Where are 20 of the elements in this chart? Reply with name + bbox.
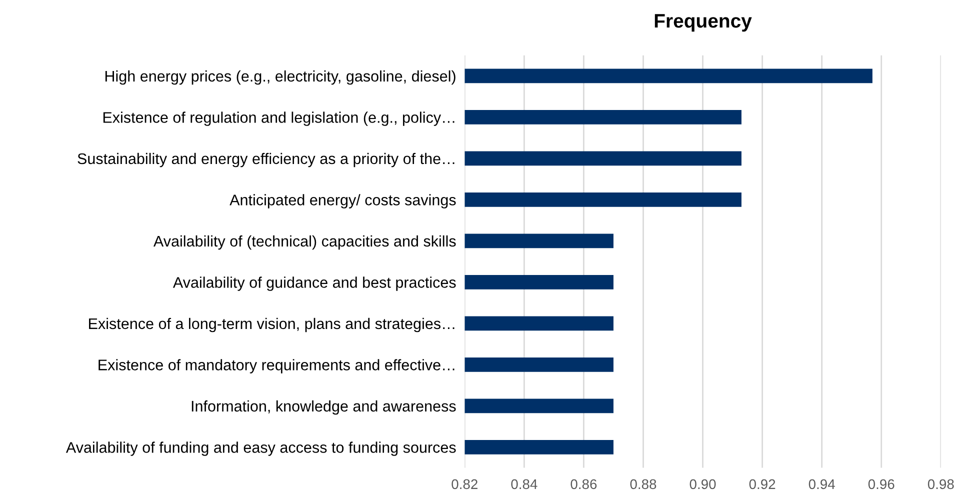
x-tick-label: 0.86 (570, 479, 597, 490)
x-tick-label: 0.98 (928, 479, 954, 490)
x-tick-label: 0.94 (808, 479, 835, 490)
y-tick-label: Availability of funding and easy access to funding sources (66, 442, 456, 456)
x-tick-label: 0.84 (511, 479, 538, 490)
y-tick-label: High energy prices (e.g., electricity, gasoline, diesel) (105, 70, 456, 85)
chart-title: Frequency (654, 14, 752, 32)
y-tick-label: Availability of (technical) capacities and skills (153, 235, 456, 250)
x-tick-label: 0.82 (452, 479, 478, 490)
x-tick-label: 0.88 (630, 479, 656, 490)
y-tick-label: Existence of a long-term vision, plans and strategies… (89, 318, 454, 332)
y-tick-label: Sustainability and energy efficiency as a priority of the… (78, 152, 454, 168)
x-tick-label: 0.96 (868, 479, 894, 490)
y-tick-label: Anticipated energy/ costs savings (230, 194, 456, 208)
x-tick-label: 0.90 (690, 479, 716, 490)
y-tick-label: Existence of regulation and legislation (e.g., policy… (103, 112, 454, 126)
y-tick-label: Availability of guidance and best practices (172, 276, 456, 291)
x-tick-label: 0.92 (749, 479, 776, 490)
y-tick-label: Information, knowledge and awareness (192, 400, 456, 415)
y-tick-label: Existence of mandatory requirements and effective… (98, 359, 454, 374)
